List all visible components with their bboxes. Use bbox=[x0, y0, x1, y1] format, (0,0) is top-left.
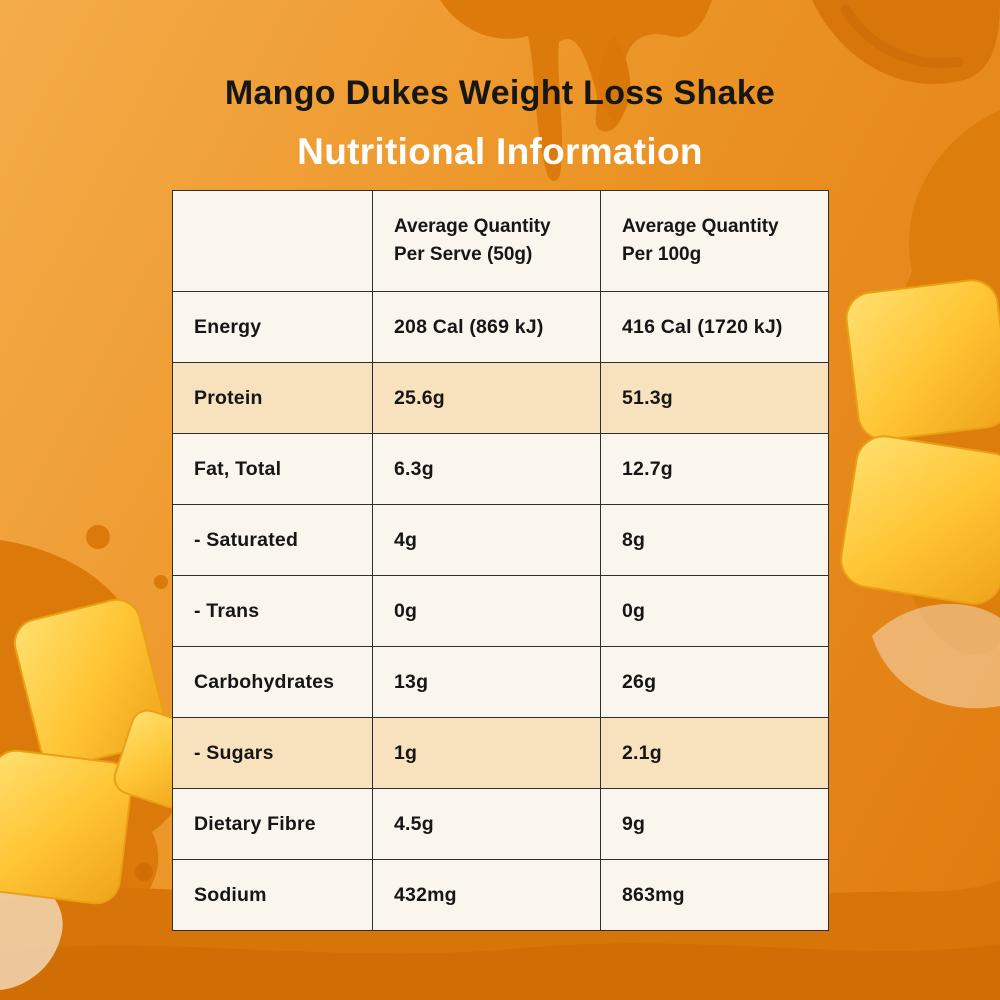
nutrient-row-energy: Energy 208 Cal (869 kJ) 416 Cal (1720 kJ… bbox=[172, 291, 829, 363]
per-serve-value: 4g bbox=[372, 504, 601, 576]
per-100g-value: 2.1g bbox=[600, 717, 829, 789]
nutrient-row-fat-total: Fat, Total 6.3g 12.7g bbox=[172, 433, 829, 505]
nutrient-label: Fat, Total bbox=[172, 433, 373, 505]
nutrient-row-dietary-fibre: Dietary Fibre 4.5g 9g bbox=[172, 788, 829, 860]
splash-right-side bbox=[872, 110, 1000, 709]
per-serve-header: Average Quantity Per Serve (50g) bbox=[372, 190, 601, 292]
per-serve-value: 13g bbox=[372, 646, 601, 718]
per-100g-value: 12.7g bbox=[600, 433, 829, 505]
nutrient-label: Sodium bbox=[172, 859, 373, 931]
per-100g-value: 416 Cal (1720 kJ) bbox=[600, 291, 829, 363]
per-serve-header-line1: Average Quantity bbox=[394, 215, 551, 237]
per-100g-value: 51.3g bbox=[600, 362, 829, 434]
table-head: Average Quantity Per Serve (50g) Average… bbox=[172, 190, 829, 292]
per-100g-header-line1: Average Quantity bbox=[622, 215, 779, 237]
table-header-row: Average Quantity Per Serve (50g) Average… bbox=[172, 190, 829, 292]
per-100g-header: Average Quantity Per 100g bbox=[600, 190, 829, 292]
nutrient-label: Protein bbox=[172, 362, 373, 434]
nutrient-row-protein: Protein 25.6g 51.3g bbox=[172, 362, 829, 434]
per-serve-value: 1g bbox=[372, 717, 601, 789]
nutrition-table: Average Quantity Per Serve (50g) Average… bbox=[172, 190, 829, 931]
nutrient-row-sugars: - Sugars 1g 2.1g bbox=[172, 717, 829, 789]
per-100g-value: 9g bbox=[600, 788, 829, 860]
per-100g-value: 8g bbox=[600, 504, 829, 576]
per-100g-value: 0g bbox=[600, 575, 829, 647]
splash-top-right-corner bbox=[812, 0, 1000, 84]
section-subtitle: Nutritional Information bbox=[297, 131, 703, 172]
nutrient-label: - Trans bbox=[172, 575, 373, 647]
nutrient-row-trans: - Trans 0g 0g bbox=[172, 575, 829, 647]
per-serve-value: 432mg bbox=[372, 859, 601, 931]
nutrient-label: Carbohydrates bbox=[172, 646, 373, 718]
per-100g-value: 863mg bbox=[600, 859, 829, 931]
mango-cubes-right bbox=[840, 279, 1000, 605]
per-serve-value: 6.3g bbox=[372, 433, 601, 505]
table-body: Energy 208 Cal (869 kJ) 416 Cal (1720 kJ… bbox=[172, 291, 829, 931]
per-100g-header-line2: Per 100g bbox=[622, 244, 702, 265]
per-100g-value: 26g bbox=[600, 646, 829, 718]
per-serve-header-line2: Per Serve (50g) bbox=[394, 244, 533, 265]
empty-header-cell bbox=[172, 190, 373, 292]
nutrient-label: - Saturated bbox=[172, 504, 373, 576]
nutrient-row-carbohydrates: Carbohydrates 13g 26g bbox=[172, 646, 829, 718]
nutrient-label: - Sugars bbox=[172, 717, 373, 789]
per-serve-value: 25.6g bbox=[372, 362, 601, 434]
per-serve-value: 208 Cal (869 kJ) bbox=[372, 291, 601, 363]
nutrient-row-saturated: - Saturated 4g 8g bbox=[172, 504, 829, 576]
per-serve-value: 4.5g bbox=[372, 788, 601, 860]
nutrient-label: Dietary Fibre bbox=[172, 788, 373, 860]
product-title: Mango Dukes Weight Loss Shake bbox=[224, 74, 776, 112]
nutrient-row-sodium: Sodium 432mg 863mg bbox=[172, 859, 829, 931]
nutrient-label: Energy bbox=[172, 291, 373, 363]
splash-left-side bbox=[0, 525, 186, 937]
per-serve-value: 0g bbox=[372, 575, 601, 647]
